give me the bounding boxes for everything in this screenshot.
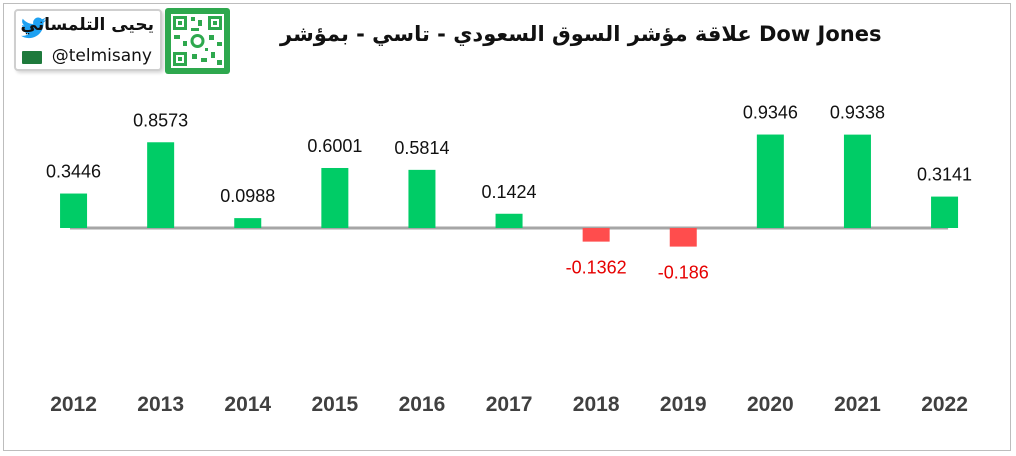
bar-2022 — [931, 196, 959, 228]
x-tick-label-2012: 2012 — [50, 393, 97, 416]
x-tick-label-2018: 2018 — [573, 393, 620, 416]
data-label-2013: 0.8573 — [133, 110, 188, 130]
bar-2013 — [147, 142, 175, 228]
bar-2017 — [495, 213, 523, 228]
data-label-2021: 0.9338 — [830, 103, 885, 123]
bar-2021 — [843, 134, 871, 228]
twitter-icon — [21, 17, 46, 39]
bar-2014 — [234, 218, 262, 228]
x-tick-label-2017: 2017 — [486, 393, 533, 416]
data-label-2022: 0.3141 — [917, 165, 972, 185]
x-tick-label-2016: 2016 — [399, 393, 446, 416]
x-tick-label-2021: 2021 — [834, 393, 881, 416]
bar-2020 — [756, 134, 784, 228]
data-label-2020: 0.9346 — [743, 103, 798, 123]
data-label-2018: -0.1362 — [566, 258, 627, 278]
author-badge: يحيى التلمساني @telmisany — [14, 9, 162, 71]
data-label-2017: 0.1424 — [482, 182, 537, 202]
bar-2018 — [582, 228, 610, 242]
data-label-2016: 0.5814 — [394, 138, 449, 158]
x-tick-label-2020: 2020 — [747, 393, 794, 416]
x-tick-label-2014: 2014 — [224, 393, 271, 416]
author-name: يحيى التلمساني — [20, 15, 154, 35]
x-tick-label-2013: 2013 — [137, 393, 184, 416]
qr-code-icon — [165, 8, 230, 74]
data-label-2014: 0.0988 — [220, 186, 275, 206]
bar-2015 — [321, 167, 349, 228]
data-label-2019: -0.186 — [658, 263, 709, 283]
bar-2019 — [669, 228, 697, 247]
data-label-2012: 0.3446 — [46, 162, 101, 182]
bar-2012 — [60, 193, 88, 228]
x-tick-label-2022: 2022 — [921, 393, 968, 416]
data-label-2015: 0.6001 — [307, 136, 362, 156]
saudi-flag-icon — [22, 51, 42, 64]
author-handle: @telmisany — [51, 46, 152, 66]
x-tick-label-2015: 2015 — [311, 393, 358, 416]
bar-2016 — [408, 169, 436, 228]
x-tick-label-2019: 2019 — [660, 393, 707, 416]
